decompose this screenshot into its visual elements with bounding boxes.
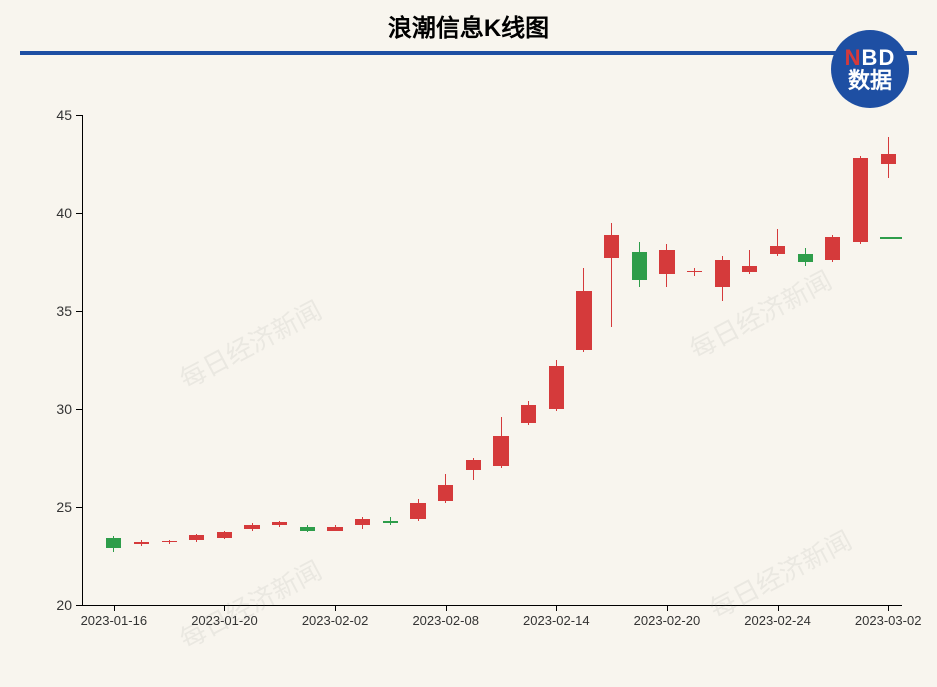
x-tick-mark [667,605,668,611]
x-tick-label: 2023-01-20 [191,613,258,628]
candle-body [438,485,453,501]
y-tick-label: 20 [32,597,72,613]
candle-body [825,237,840,261]
candle-body [162,541,177,542]
candle-body [549,366,564,409]
y-tick-mark [76,311,82,312]
current-price-mark [880,237,902,239]
x-tick-label: 2023-02-08 [412,613,479,628]
x-tick-label: 2023-02-14 [523,613,590,628]
candle-body [881,154,896,164]
candle-body [659,250,674,274]
x-tick-mark [556,605,557,611]
chart-title: 浪潮信息K线图 [0,8,937,43]
candle-body [189,535,204,540]
chart-container: 浪潮信息K线图 NBD 数据 2025303540452023-01-16202… [0,0,937,687]
candle-body [272,522,287,525]
candle-body [355,519,370,525]
candle-body [798,254,813,262]
nbd-badge: NBD 数据 [831,30,909,108]
x-tick-mark [778,605,779,611]
y-tick-label: 25 [32,499,72,515]
watermark: 每日经济新闻 [172,551,327,657]
y-tick-label: 35 [32,303,72,319]
y-tick-mark [76,115,82,116]
x-tick-label: 2023-02-20 [634,613,701,628]
x-tick-mark [446,605,447,611]
candle-body [715,260,730,287]
y-tick-mark [76,507,82,508]
x-tick-label: 2023-02-02 [302,613,369,628]
candle-body [632,252,647,279]
y-tick-mark [76,213,82,214]
candle-body [410,503,425,519]
candle-body [134,542,149,544]
candle-body [853,158,868,242]
x-tick-label: 2023-02-24 [744,613,811,628]
watermark: 每日经济新闻 [682,261,837,367]
y-axis [82,115,83,605]
candle-body [106,538,121,548]
watermark: 每日经济新闻 [172,291,327,397]
watermark: 每日经济新闻 [702,521,857,627]
x-tick-mark [888,605,889,611]
candle-body [576,291,591,350]
y-tick-label: 40 [32,205,72,221]
candle-body [687,271,702,272]
candle-body [770,246,785,254]
y-tick-label: 30 [32,401,72,417]
y-tick-mark [76,605,82,606]
title-area: 浪潮信息K线图 [0,0,937,55]
title-underline [20,51,917,55]
x-axis [82,605,902,606]
candle-body [604,235,619,259]
candle-body [300,527,315,531]
candle-body [742,266,757,272]
candle-body [383,521,398,523]
candle-body [466,460,481,470]
x-tick-label: 2023-01-16 [81,613,148,628]
badge-bottom-text: 数据 [848,69,892,92]
badge-top-text: NBD [845,46,896,69]
x-tick-mark [335,605,336,611]
candlestick-plot: 2025303540452023-01-162023-01-202023-02-… [82,115,902,605]
candle-body [327,527,342,531]
candle-body [244,525,259,529]
x-tick-mark [114,605,115,611]
y-tick-label: 45 [32,107,72,123]
x-tick-label: 2023-03-02 [855,613,922,628]
x-tick-mark [224,605,225,611]
candle-body [493,436,508,465]
candle-body [521,405,536,423]
y-tick-mark [76,409,82,410]
candle-body [217,532,232,538]
